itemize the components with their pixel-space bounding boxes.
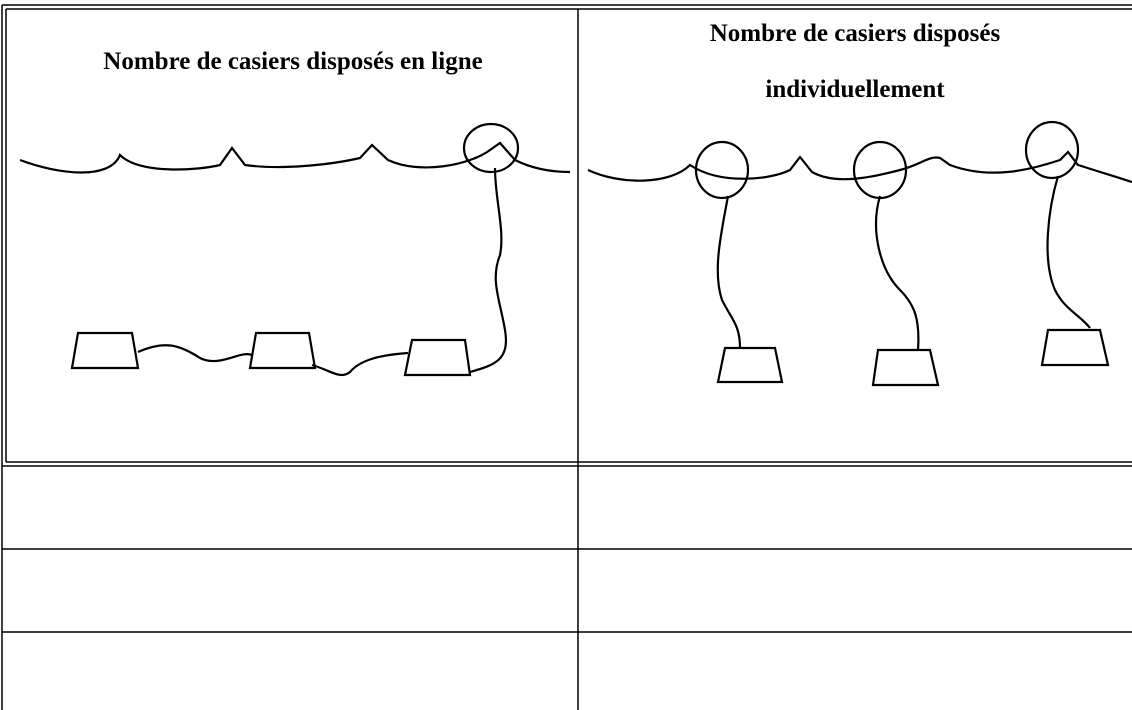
individual-traps-drawing (587, 120, 1132, 387)
column-header: Nombre de casiers disposés en ligne (103, 48, 483, 75)
column-header: Nombre de casiers disposés individuellem… (709, 20, 1001, 103)
table-lines (1, 4, 1132, 710)
line-traps-drawing (19, 122, 571, 377)
